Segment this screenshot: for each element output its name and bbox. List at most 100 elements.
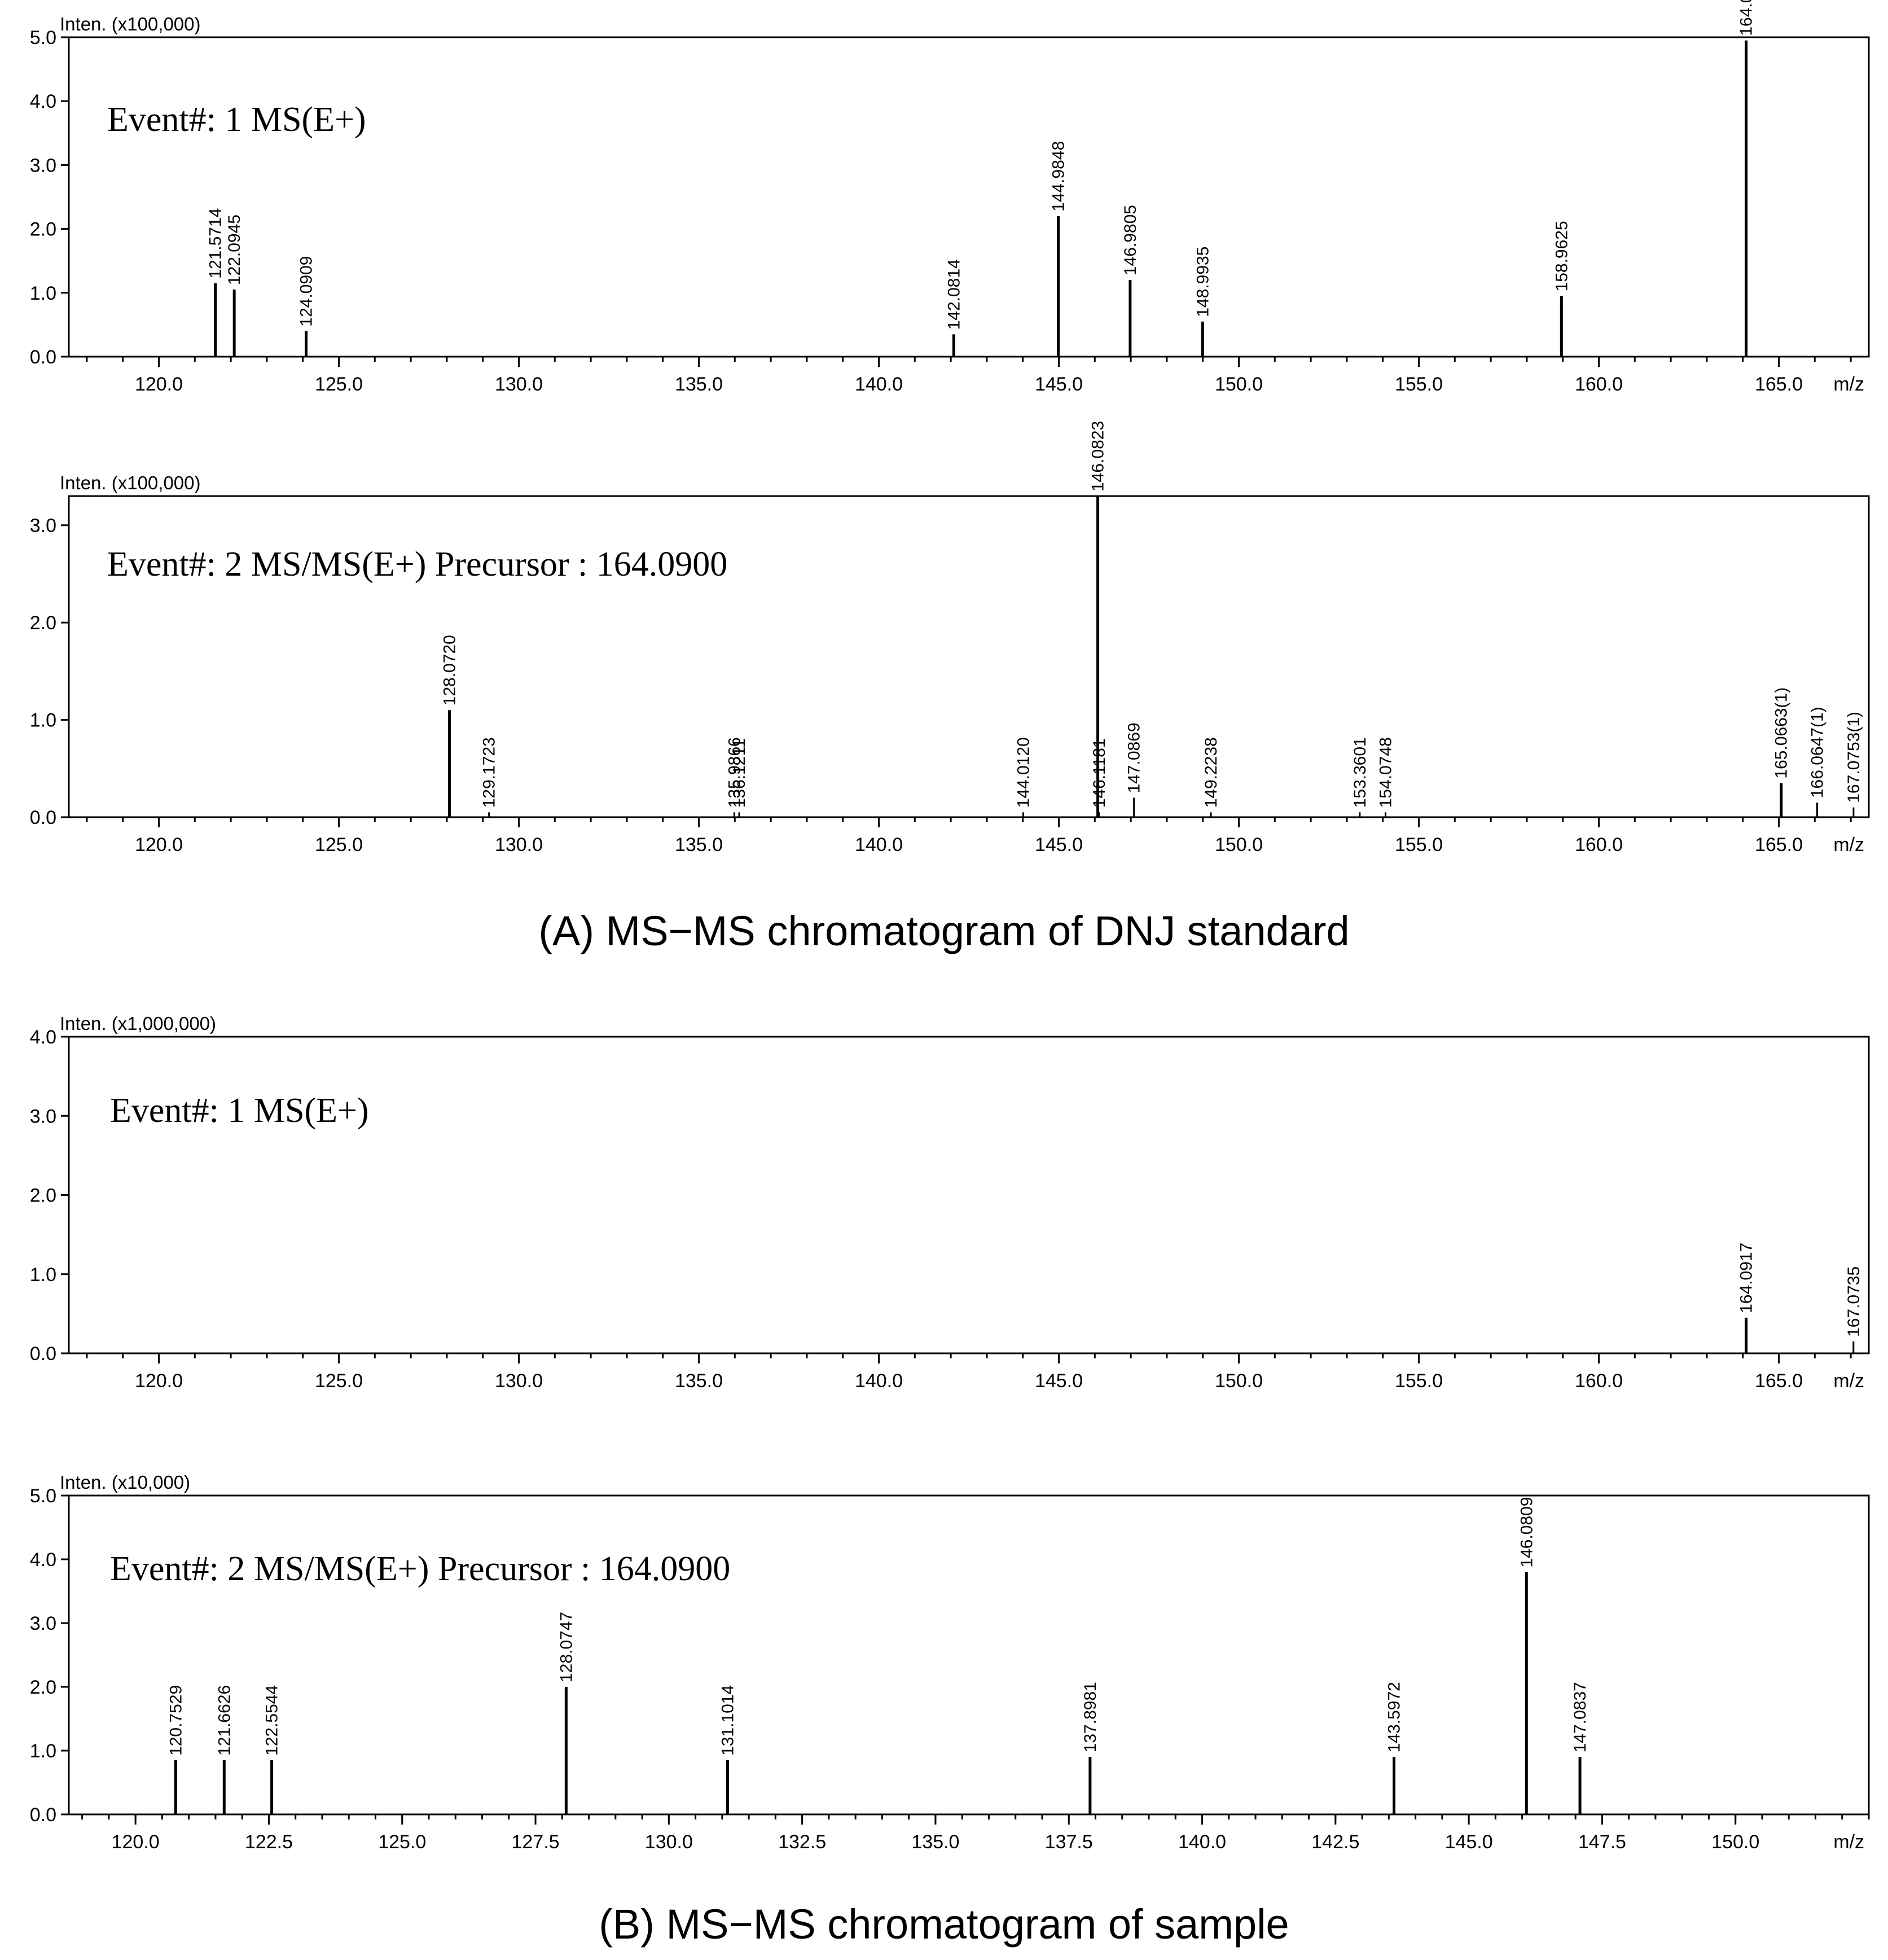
y-axis-title: Inten. (x1,000,000) — [60, 1013, 216, 1034]
x-tick-label: 125.0 — [378, 1831, 426, 1853]
x-tick-label: 120.0 — [135, 1370, 183, 1392]
x-tick-label: 150.0 — [1215, 1370, 1263, 1392]
y-tick-label: 4.0 — [30, 1027, 56, 1048]
y-tick-label: 3.0 — [30, 1106, 56, 1127]
x-tick-label: 122.5 — [245, 1831, 293, 1853]
peak-label: 166.0647(1) — [1808, 707, 1826, 798]
x-tick-label: 127.5 — [511, 1831, 559, 1853]
x-tick-label: 120.0 — [112, 1831, 160, 1853]
peak-label: 131.1014 — [718, 1685, 737, 1756]
event-label: Event#: 2 MS/MS(E+) Precursor : 164.0900 — [107, 545, 727, 584]
y-tick-label: 4.0 — [30, 91, 56, 112]
x-tick-label: 155.0 — [1395, 834, 1443, 856]
y-tick-label: 1.0 — [30, 283, 56, 304]
x-axis-title: m/z — [1833, 1831, 1864, 1853]
panel-a-msms: Inten. (x100,000) 0.0 1.0 2.0 3.0 120.0 125.0 1… — [30, 421, 1870, 856]
x-tick-label: 140.0 — [855, 1370, 903, 1392]
caption-a: (A) MS−MS chromatogram of DNJ standard — [538, 907, 1349, 954]
x-tick-label: 147.5 — [1578, 1831, 1626, 1853]
peak-label: 147.0837 — [1571, 1682, 1590, 1752]
y-tick-label: 1.0 — [30, 1264, 56, 1286]
peak-label: 144.0120 — [1014, 737, 1033, 808]
x-tick-label: 140.0 — [855, 834, 903, 856]
y-tick-label: 3.0 — [30, 1613, 56, 1634]
y-tick-label: 0.0 — [30, 1804, 56, 1826]
x-tick-label: 160.0 — [1575, 374, 1623, 395]
peak-label: 122.5544 — [263, 1685, 282, 1756]
caption-b: (B) MS−MS chromatogram of sample — [599, 1901, 1289, 1948]
x-axis-title: m/z — [1833, 1370, 1864, 1392]
y-tick-label: 3.0 — [30, 155, 56, 176]
peak-label: 142.0814 — [945, 259, 963, 330]
event-label: Event#: 1 MS(E+) — [110, 1091, 369, 1130]
peak-label: 146.9805 — [1121, 205, 1140, 275]
y-tick-label: 3.0 — [30, 515, 56, 537]
peak-label: 167.0753(1) — [1845, 712, 1863, 803]
x-tick-label: 130.0 — [495, 1370, 543, 1392]
x-tick-label: 135.0 — [675, 834, 723, 856]
x-tick-label: 130.0 — [495, 834, 543, 856]
peak-label: 121.5714 — [207, 208, 225, 279]
x-tick-label: 165.0 — [1755, 1370, 1803, 1392]
x-tick-label: 130.0 — [495, 374, 543, 395]
peak-label: 128.0747 — [557, 1612, 576, 1682]
x-tick-label: 120.0 — [135, 834, 183, 856]
plot-frame — [68, 36, 1870, 358]
x-tick-label: 145.0 — [1035, 1370, 1083, 1392]
y-axis-title: Inten. (x100,000) — [60, 472, 201, 493]
y-tick-label: 1.0 — [30, 1740, 56, 1762]
x-tick-label: 160.0 — [1575, 1370, 1623, 1392]
y-tick-label: 2.0 — [30, 612, 56, 634]
y-tick-label: 2.0 — [30, 219, 56, 240]
peak-label: 154.0748 — [1376, 737, 1395, 808]
x-tick-label: 140.0 — [855, 374, 903, 395]
panel-a-ms: Inten. (x100,000) 0.0 1.0 2.0 3.0 4.0 5.0 120.0… — [30, 0, 1870, 395]
peak-label: 149.2238 — [1202, 737, 1220, 808]
peak-label: 147.0869 — [1125, 722, 1144, 793]
x-tick-label: 150.0 — [1215, 374, 1263, 395]
x-tick-label: 155.0 — [1395, 374, 1443, 395]
plot-frame — [68, 1036, 1870, 1354]
peak-label: 148.9935 — [1193, 247, 1212, 317]
x-tick-label: 125.0 — [315, 834, 363, 856]
x-tick-label: 145.0 — [1035, 834, 1083, 856]
peak-label: 121.6626 — [215, 1685, 234, 1756]
event-label: Event#: 1 MS(E+) — [107, 100, 366, 139]
y-tick-label: 0.0 — [30, 807, 56, 828]
y-tick-label: 5.0 — [30, 1485, 56, 1507]
peak-label: 167.0735 — [1845, 1266, 1863, 1337]
peak-label: 120.7529 — [166, 1685, 185, 1756]
peak-label: 128.0720 — [440, 635, 459, 705]
x-tick-label: 120.0 — [135, 374, 183, 395]
x-tick-label: 165.0 — [1755, 834, 1803, 856]
plot-frame — [68, 495, 1870, 818]
y-tick-label: 2.0 — [30, 1185, 56, 1207]
event-label: Event#: 2 MS/MS(E+) Precursor : 164.0900 — [110, 1550, 730, 1588]
x-tick-label: 140.0 — [1178, 1831, 1226, 1853]
panel-b-ms: Inten. (x1,000,000) 0.0 1.0 2.0 3.0 4.0 120.0 1… — [30, 1013, 1870, 1392]
x-tick-label: 135.0 — [675, 374, 723, 395]
x-axis-title: m/z — [1833, 374, 1864, 395]
peak-label: 129.1723 — [480, 737, 499, 808]
y-tick-label: 0.0 — [30, 347, 56, 368]
x-tick-label: 160.0 — [1575, 834, 1623, 856]
y-tick-label: 4.0 — [30, 1549, 56, 1571]
peak-label: 165.0663(1) — [1772, 687, 1791, 779]
y-tick-label: 5.0 — [30, 27, 56, 49]
x-tick-label: 125.0 — [315, 1370, 363, 1392]
x-tick-label: 135.0 — [911, 1831, 959, 1853]
peak-label: 158.9625 — [1552, 221, 1571, 291]
x-tick-label: 155.0 — [1395, 1370, 1443, 1392]
plot-frame — [68, 1494, 1870, 1816]
x-tick-label: 150.0 — [1215, 834, 1263, 856]
x-axis-title: m/z — [1833, 834, 1864, 856]
peak-label: 122.0945 — [225, 214, 244, 285]
x-tick-label: 135.0 — [675, 1370, 723, 1392]
peak-label: 146.1181 — [1090, 738, 1109, 808]
peak-label: 143.5972 — [1385, 1682, 1404, 1752]
x-tick-label: 145.0 — [1445, 1831, 1493, 1853]
x-tick-label: 142.5 — [1311, 1831, 1359, 1853]
peak-label: 137.8981 — [1081, 1682, 1100, 1752]
